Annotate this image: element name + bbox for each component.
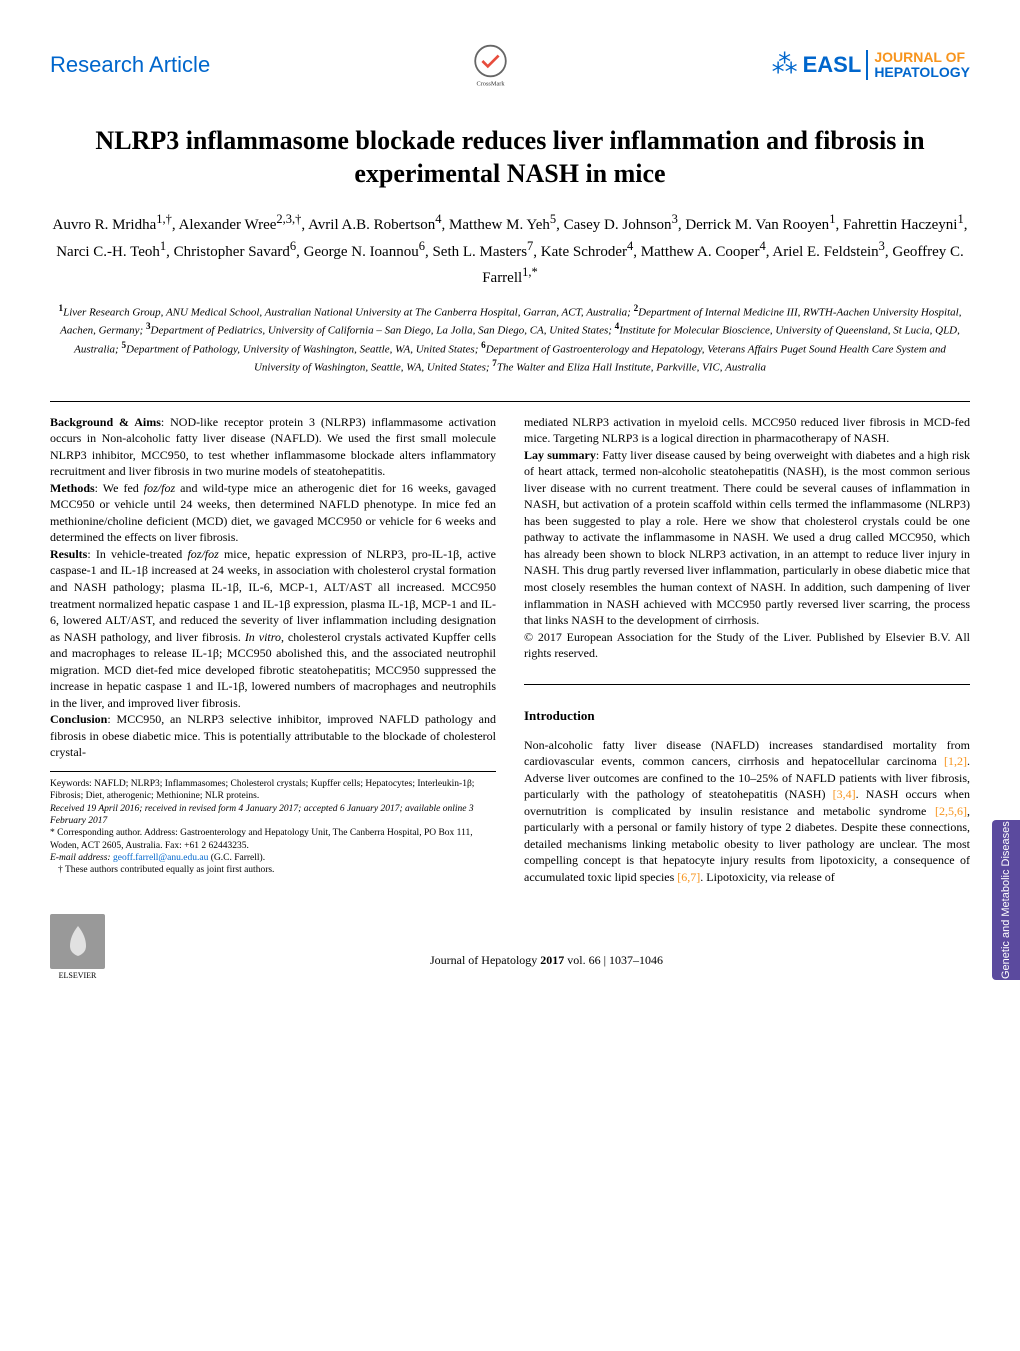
methods-para: Methods: We fed foz/foz and wild-type mi… [50,480,496,546]
keywords: Keywords: NAFLD; NLRP3; Inflammasomes; C… [50,778,496,803]
conclusion-text: : MCC950, an NLRP3 selective inhibitor, … [50,712,496,759]
journal-logo: ⁂ EASL JOURNAL OF HEPATOLOGY [772,50,970,81]
introduction-text: Non-alcoholic fatty liver disease (NAFLD… [524,737,970,886]
elsevier-tree-icon [50,914,105,969]
elsevier-text: ELSEVIER [50,971,105,980]
easl-text: EASL [803,52,862,78]
lay-label: Lay summary [524,448,596,462]
conclusion-label: Conclusion [50,712,107,726]
section-label: Research Article [50,52,210,78]
background-label: Background & Aims [50,415,161,429]
background-para: Background & Aims: NOD-like receptor pro… [50,414,496,480]
footer-block: ELSEVIER Journal of Hepatology 2017 vol.… [50,914,970,980]
header-row: Research Article CrossMark ⁂ EASL JOURNA… [50,40,970,90]
methods-text: : We fed foz/foz and wild-type mice an a… [50,481,496,545]
footnotes: Keywords: NAFLD; NLRP3; Inflammasomes; C… [50,771,496,877]
results-text: : In vehicle-treated foz/foz mice, hepat… [50,547,496,710]
received-dates: Received 19 April 2016; received in revi… [50,803,496,828]
abstract-columns: Background & Aims: NOD-like receptor pro… [50,414,970,886]
crossmark-badge[interactable]: CrossMark [466,40,516,90]
svg-text:CrossMark: CrossMark [477,80,506,87]
journal-name: JOURNAL OF HEPATOLOGY [866,50,970,81]
lay-text: : Fatty liver disease caused by being ov… [524,448,970,627]
email-link[interactable]: geoff.farrell@anu.edu.au [113,853,208,863]
copyright: © 2017 European Association for the Stud… [524,629,970,662]
divider-top [50,401,970,402]
crossmark-icon: CrossMark [468,43,513,88]
results-para: Results: In vehicle-treated foz/foz mice… [50,546,496,711]
authors-list: Auvro R. Mridha1,†, Alexander Wree2,3,†,… [50,210,970,290]
corresponding-author: * Corresponding author. Address: Gastroe… [50,827,496,852]
category-side-tab: Genetic and Metabolic Diseases [992,820,1020,980]
affiliations: 1Liver Research Group, ANU Medical Schoo… [50,302,970,376]
conclusion-continuation: mediated NLRP3 activation in myeloid cel… [524,414,970,447]
elsevier-logo: ELSEVIER [50,914,105,980]
introduction-heading: Introduction [524,707,970,725]
easl-icon: ⁂ [772,50,798,80]
left-column: Background & Aims: NOD-like receptor pro… [50,414,496,886]
divider-intro [524,684,970,685]
right-column: mediated NLRP3 activation in myeloid cel… [524,414,970,886]
email-line: E-mail address: geoff.farrell@anu.edu.au… [50,852,496,864]
conclusion-para: Conclusion: MCC950, an NLRP3 selective i… [50,711,496,761]
results-label: Results [50,547,87,561]
journal-line1: JOURNAL OF [874,50,970,65]
journal-citation: Journal of Hepatology 2017 vol. 66 | 103… [123,953,970,980]
equal-contribution: † These authors contributed equally as j… [50,864,496,876]
methods-label: Methods [50,481,95,495]
journal-line2: HEPATOLOGY [874,65,970,80]
article-title: NLRP3 inflammasome blockade reduces live… [50,125,970,190]
lay-summary-para: Lay summary: Fatty liver disease caused … [524,447,970,629]
